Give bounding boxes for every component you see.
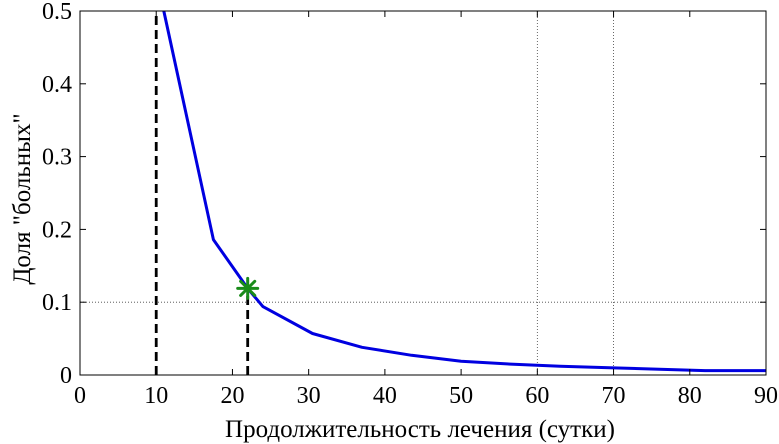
series-line xyxy=(162,10,766,373)
tick-marks xyxy=(79,10,767,376)
x-tick-labels: 0 10 20 30 40 50 60 70 80 90 xyxy=(74,383,778,409)
x-tick-label: 20 xyxy=(220,383,244,409)
y-tick-labels: 0 0.1 0.2 0.3 0.4 0.5 xyxy=(42,0,72,389)
asterisk-stroke xyxy=(239,279,257,297)
x-tick-label: 90 xyxy=(754,383,778,409)
x-tick-label: 10 xyxy=(144,383,168,409)
x-tick-label: 70 xyxy=(602,383,626,409)
x-tick-label: 40 xyxy=(373,383,397,409)
reference-lines xyxy=(154,11,250,375)
asterisk-marker xyxy=(236,276,260,300)
y-tick-label: 0.5 xyxy=(42,0,72,25)
y-tick-label: 0.3 xyxy=(42,145,72,171)
y-tick-label: 0.2 xyxy=(42,217,72,243)
x-tick-label: 50 xyxy=(449,383,473,409)
x-tick-label: 30 xyxy=(297,383,321,409)
y-tick-label: 0 xyxy=(60,363,72,389)
x-tick-label: 60 xyxy=(525,383,549,409)
x-tick-label: 80 xyxy=(678,383,702,409)
x-axis-title: Продолжительность лечения (сутки) xyxy=(225,416,615,443)
marker-layer xyxy=(236,276,260,300)
grid-lines xyxy=(80,11,766,375)
y-axis-title: Доля "больных" xyxy=(9,113,36,284)
x-tick-label: 0 xyxy=(74,383,86,409)
y-tick-label: 0.1 xyxy=(42,290,72,316)
plot-frame xyxy=(79,10,767,376)
y-tick-label: 0.4 xyxy=(42,72,72,98)
series-layer xyxy=(162,10,766,373)
